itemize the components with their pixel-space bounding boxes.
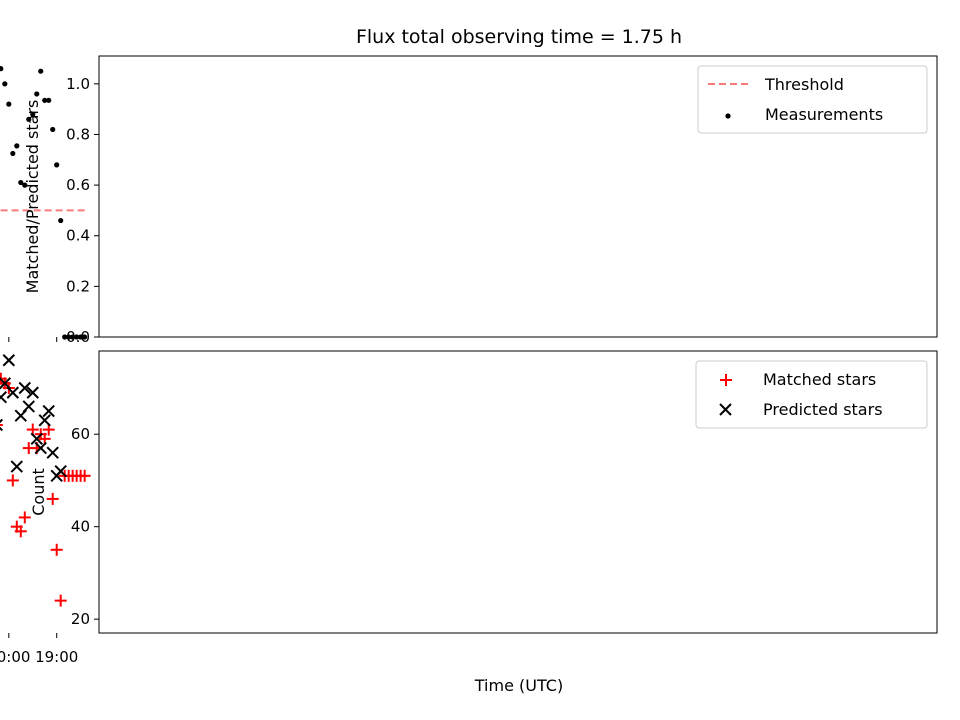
predicted-star-d2 [2, 354, 16, 367]
legend-threshold-label: Threshold [764, 75, 844, 94]
measurement-point [10, 150, 16, 157]
top-y-tick-label: 0.4 [66, 227, 90, 245]
matched-star-point [54, 594, 67, 607]
top-legend-frame [697, 65, 928, 134]
predicted-star-d2 [50, 469, 63, 483]
predicted-star-point [50, 469, 63, 483]
measurement-point [26, 116, 32, 122]
predicted-star-d2 [10, 460, 24, 473]
matched-star-point [46, 492, 59, 505]
measurement-point [42, 97, 48, 103]
measurement-point [22, 182, 28, 188]
predicted-star-point [0, 418, 4, 432]
predicted-star-d2 [46, 446, 59, 459]
bottom-legend-frame [695, 360, 928, 429]
predicted-star-d2 [18, 381, 31, 395]
top-y-tick-label: 0.8 [66, 125, 90, 143]
matched-star-point [10, 520, 23, 533]
predicted-star-point [34, 441, 47, 455]
predicted-star-point [14, 409, 27, 422]
top-y-tick-label: 0.6 [66, 176, 90, 194]
legend-matched-swatch [720, 374, 732, 386]
legend-predicted-label: Predicted stars [763, 400, 883, 419]
measurement-point [6, 101, 12, 107]
top-legend: Threshold Measurements [697, 65, 928, 134]
predicted-stars-series [0, 354, 67, 483]
matched-star-point [22, 442, 35, 455]
predicted-star-d2 [0, 377, 12, 390]
predicted-star-point [26, 386, 39, 399]
top-y-tick-label: 1.0 [66, 75, 90, 93]
predicted-star-d2 [6, 386, 20, 399]
measurement-point [54, 162, 60, 168]
matched-star-point [0, 423, 3, 426]
measurement-point [14, 143, 20, 149]
measurement-point [62, 334, 68, 340]
matched-star-point [50, 543, 63, 556]
x-tick-label: 19:00 [35, 648, 78, 666]
measurement-point [2, 81, 8, 87]
measurement-point [38, 68, 44, 74]
top-y-axis-title: Matched/Predicted stars [23, 100, 42, 294]
bottom-y-tick-label: 60 [71, 425, 90, 443]
measurement-point [82, 334, 88, 340]
measurement-point [30, 111, 36, 117]
predicted-star-point [2, 354, 16, 367]
predicted-star-point [0, 377, 12, 390]
bottom-y-axis-title: Count [29, 468, 48, 516]
predicted-star-d2 [26, 386, 39, 399]
top-x-ticks [8, 337, 58, 342]
top-y-tick-label: 0.2 [66, 277, 90, 295]
x-tick-label: 20:00 [0, 648, 30, 666]
bottom-y-tick-label: 40 [71, 518, 90, 536]
measurement-point [78, 334, 84, 340]
predicted-star-point [46, 446, 59, 459]
predicted-star-d2 [30, 432, 43, 446]
measurement-point [70, 334, 76, 340]
matched-star-point [6, 474, 19, 487]
predicted-star-point [0, 391, 8, 404]
measurement-point [18, 179, 24, 186]
bottom-y-axis: 20 40 60 [71, 425, 99, 628]
measurement-point [0, 66, 4, 72]
predicted-star-point [38, 414, 51, 427]
predicted-star-d2 [0, 391, 8, 400]
measurement-point [74, 334, 80, 340]
measurement-point [58, 217, 64, 224]
measurement-point [66, 334, 72, 340]
legend-measurements-label: Measurements [765, 105, 883, 124]
predicted-star-d2 [38, 414, 51, 427]
bottom-plot-frame [98, 350, 938, 634]
bottom-legend: Matched stars Predicted stars [695, 360, 928, 429]
legend-measurements-swatch [725, 113, 731, 119]
predicted-star-d2 [34, 441, 47, 455]
matched-star-point [18, 511, 31, 524]
chart-title: Flux total observing time = 1.75 h [356, 26, 682, 48]
bottom-x-axis: 19:0020:0021:0022:0023:0000:00 [0, 633, 78, 666]
predicted-star-point [30, 432, 43, 446]
top-plot-frame [98, 55, 938, 338]
measurement-point [46, 97, 52, 103]
measurement-point [50, 126, 56, 133]
bottom-y-tick-label: 20 [71, 610, 90, 628]
predicted-star-point [18, 381, 31, 395]
predicted-star-point [10, 460, 24, 473]
measurements-series [0, 66, 88, 340]
predicted-star-d1 [0, 426, 4, 432]
x-axis-title: Time (UTC) [474, 676, 563, 695]
legend-matched-label: Matched stars [763, 370, 876, 389]
top-panel: 0.00.20.40.60.81.0 Matched/Predicted sta… [0, 55, 938, 346]
measurement-point [34, 91, 40, 97]
predicted-star-point [42, 404, 55, 418]
legend-predicted-swatch [719, 403, 732, 416]
predicted-star-d2 [0, 418, 4, 424]
predicted-star-d2 [14, 409, 27, 422]
predicted-star-d2 [42, 404, 55, 418]
